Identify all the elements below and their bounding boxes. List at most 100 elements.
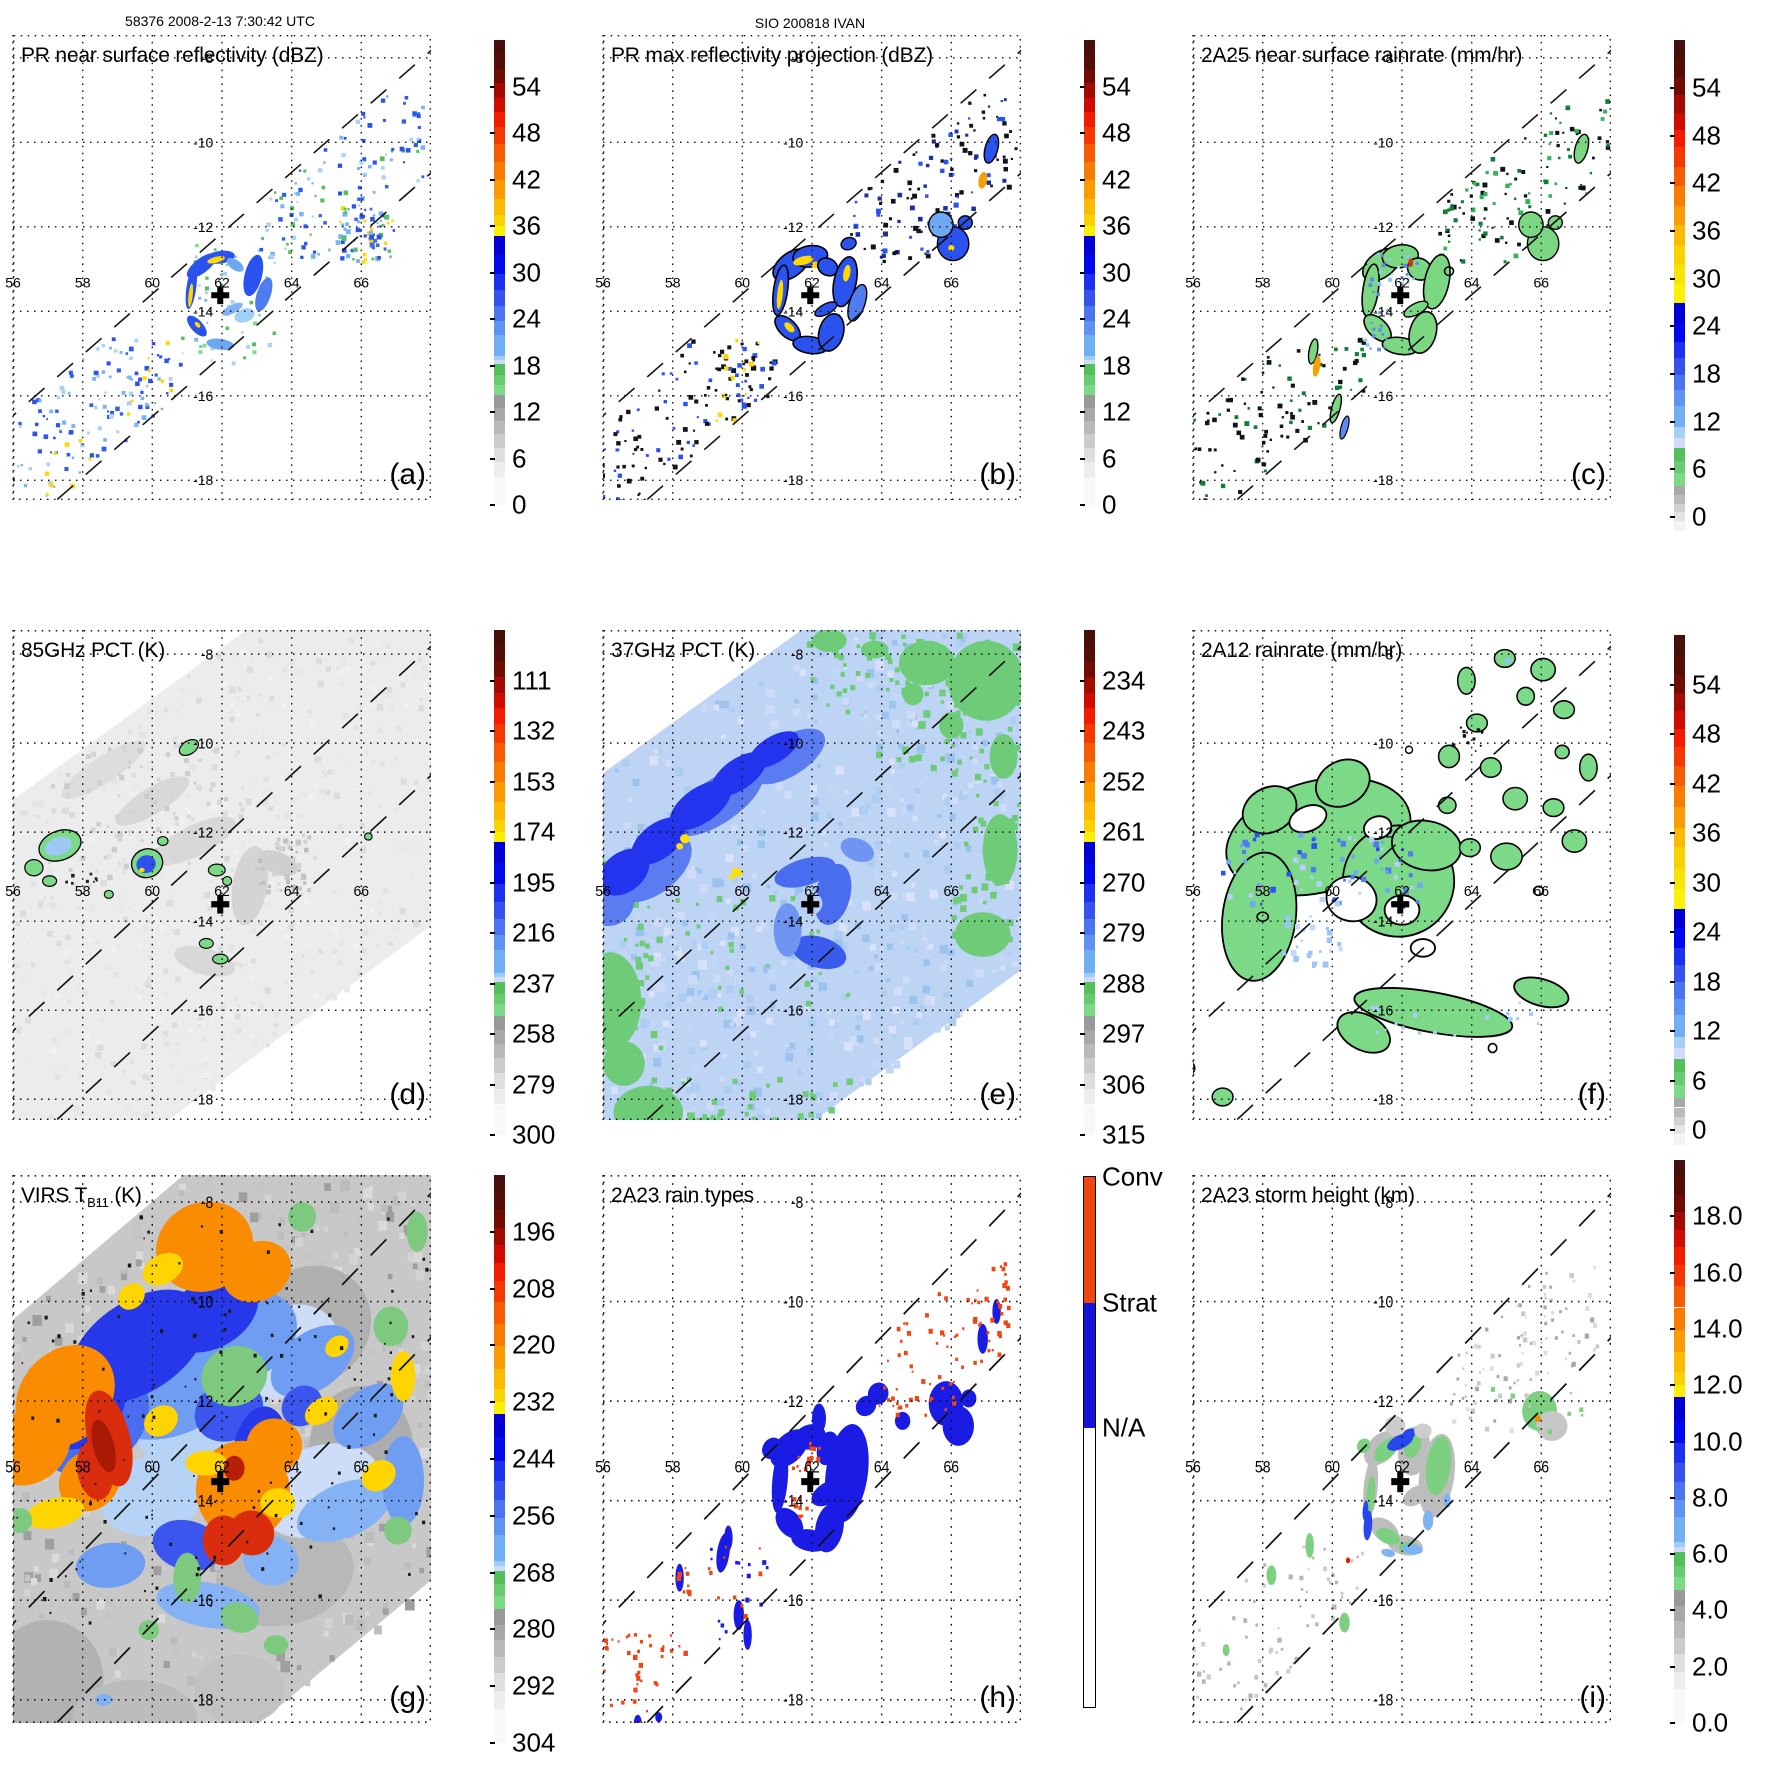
svg-text:-8: -8 [791, 1194, 803, 1212]
svg-text:-12: -12 [783, 1393, 803, 1411]
svg-text:60: 60 [1325, 275, 1341, 291]
colorbar-tick-label: 174 [512, 816, 556, 847]
colorbar-tick-label: 12 [1692, 1015, 1721, 1046]
colorbar-tick-label: 220 [512, 1329, 556, 1360]
colorbar-tick-label: 12 [512, 396, 541, 427]
panel-title-text: 2A25 near surface rainrate (mm/hr) [1201, 44, 1523, 67]
svg-text:64: 64 [284, 1459, 300, 1477]
map-e: 56 58 60 62 64 66-8-10-12-14-16-18 [595, 629, 1022, 1121]
svg-text:-8: -8 [1381, 647, 1393, 663]
svg-text:56: 56 [5, 1459, 21, 1477]
colorbar-tick-label: 6 [512, 443, 527, 473]
svg-text:60: 60 [145, 884, 161, 900]
svg-text:-18: -18 [193, 472, 213, 488]
svg-text:-8: -8 [201, 50, 214, 66]
panel-a: 56 58 60 62 64 66 -8 -10 -12 -14 -16 -18 PR near sur… [0, 34, 590, 520]
colorbar-tick-label: 36 [1692, 817, 1721, 848]
header-storm-id: SIO 200818 IVAN [754, 15, 866, 31]
colorbar-tick-label: 279 [1102, 917, 1146, 948]
colorbar-tick-label: 234 [1102, 665, 1146, 695]
svg-text:58: 58 [665, 1459, 681, 1477]
colorbar-tick-label: 48 [1102, 117, 1131, 148]
svg-text:56: 56 [595, 1459, 611, 1477]
panel-b: 56 58 60 62 64 66 -8 -10 -12 -14 -16 -18 PR max refl… [590, 34, 1180, 520]
colorbar-tick-label: 30 [1692, 263, 1721, 294]
colorbar-tick-label: 0 [1102, 489, 1117, 520]
colorbar-tick-label: 252 [1102, 766, 1146, 796]
colorbar-tick-label: 4.0 [1692, 1594, 1729, 1625]
map-h: 56 58 60 62 64 66-8-10-12-14-16-18 [595, 1174, 1022, 1724]
svg-text:64: 64 [284, 884, 300, 900]
colorbar-cat-label: Strat [1102, 1287, 1157, 1318]
colorbar-f: 54 48 42 36 30 24 18 12 6 0 [1670, 635, 1721, 1175]
map-a: 56 58 60 62 64 66-8-10-12-14-16-18 [5, 34, 432, 501]
svg-text:58: 58 [665, 884, 681, 900]
panel-letter-i: (i) [1579, 1681, 1606, 1714]
colorbar-e: 234 243 252 261 270 279 288 297 306 315 [1080, 630, 1145, 1150]
panel-title-text: B11 [87, 1195, 109, 1211]
colorbar-tick-label: 16.0 [1692, 1257, 1743, 1288]
svg-text:-8: -8 [1381, 1194, 1393, 1212]
colorbar-tick-label: 244 [512, 1443, 556, 1474]
colorbar-tick-label: 288 [1102, 968, 1146, 998]
panel-title-g: VIRS TB11 (K) [21, 1184, 142, 1210]
svg-text:-8: -8 [791, 50, 804, 66]
colorbar-tick-label: 48 [1692, 718, 1721, 749]
colorbar-tick-label: 304 [512, 1727, 556, 1758]
svg-text:-14: -14 [783, 914, 803, 930]
colorbar-tick-label: 36 [1102, 210, 1131, 241]
colorbar-d: 111 132 153 174 195 216 237 258 279 300 [490, 630, 555, 1150]
svg-text:-8: -8 [201, 1194, 213, 1212]
colorbar-tick-label: 42 [1102, 164, 1131, 194]
svg-text:-14: -14 [783, 1493, 803, 1511]
colorbar-tick-label: 48 [1692, 120, 1721, 151]
panel-title-d: 85GHz PCT (K) [21, 639, 165, 665]
colorbar-tick-label: 54 [512, 71, 541, 101]
svg-text:-12: -12 [1373, 219, 1393, 235]
svg-text:66: 66 [944, 1459, 960, 1477]
panel-letter-g: (g) [389, 1681, 426, 1714]
colorbar-tick-label: 237 [512, 968, 556, 998]
colorbar-tick-label: 111 [512, 665, 552, 695]
svg-text:-10: -10 [783, 1293, 803, 1311]
panel-title-text: 85GHz PCT (K) [21, 639, 166, 662]
svg-text:56: 56 [1185, 275, 1201, 291]
colorbar-tick-label: 297 [1102, 1018, 1146, 1049]
svg-text:-10: -10 [193, 134, 213, 150]
colorbar-tick-label: 0 [1692, 1114, 1707, 1145]
svg-text:-14: -14 [1373, 1493, 1393, 1511]
map-i: 56 58 60 62 64 66-8-10-12-14-16-18 [1185, 1174, 1612, 1724]
svg-text:-16: -16 [1373, 1003, 1393, 1019]
colorbar-tick-label: 12.0 [1692, 1369, 1743, 1400]
svg-text:-12: -12 [1373, 825, 1393, 841]
svg-text:-18: -18 [193, 1692, 213, 1710]
svg-text:-14: -14 [1373, 914, 1393, 930]
svg-text:58: 58 [75, 275, 91, 291]
panel-title-text: 2A23 storm height (km) [1201, 1184, 1415, 1207]
colorbar-tick-label: 216 [512, 917, 556, 948]
colorbar-b: 54 48 42 36 30 24 18 12 6 0 [1080, 40, 1131, 520]
panel-i: 56 58 60 62 64 66 -8 -10 -12 -14 -16 -18 2A23 storm … [1180, 1160, 1770, 1738]
svg-text:-18: -18 [193, 1092, 213, 1108]
svg-text:56: 56 [595, 275, 611, 291]
colorbar-tick-label: 2.0 [1692, 1651, 1729, 1682]
svg-text:60: 60 [735, 1459, 751, 1477]
svg-text:60: 60 [1325, 884, 1341, 900]
colorbar-tick-label: 208 [512, 1273, 556, 1304]
svg-text:-12: -12 [1373, 1393, 1393, 1411]
colorbar-tick-label: 24 [1102, 303, 1131, 334]
svg-text:-14: -14 [193, 303, 213, 319]
panel-title-text: 2A23 rain types [611, 1184, 754, 1207]
svg-text:66: 66 [944, 275, 960, 291]
colorbar-tick-label: 279 [512, 1069, 556, 1099]
colorbar-h: Conv Strat N/A [1083, 1162, 1163, 1708]
colorbar-tick-label: 12 [1102, 396, 1131, 427]
colorbar-tick-label: 0 [1692, 501, 1707, 532]
colorbar-tick-label: 6 [1102, 443, 1117, 473]
colorbar-tick-label: 315 [1102, 1119, 1146, 1150]
panel-title-f: 2A12 rainrate (mm/hr) [1201, 639, 1402, 665]
svg-text:64: 64 [874, 1459, 890, 1477]
panel-letter-h: (h) [979, 1681, 1016, 1714]
panel-title-i: 2A23 storm height (km) [1201, 1184, 1415, 1210]
colorbar-tick-label: 24 [512, 303, 541, 334]
